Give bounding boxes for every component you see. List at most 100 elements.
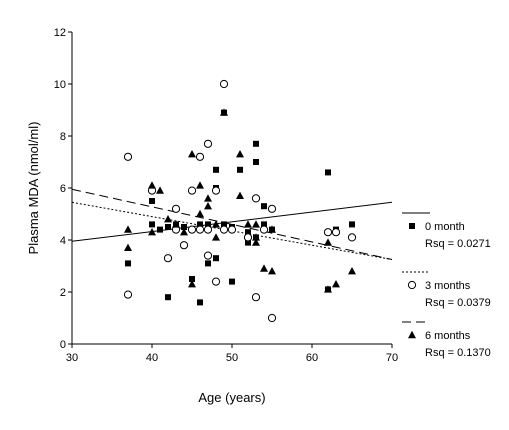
data-point-series-2: [203, 225, 213, 234]
x-tick-label: 70: [386, 352, 398, 364]
data-point-series-2: [267, 204, 277, 213]
data-point-series-1: [261, 203, 267, 210]
data-point-series-1: [229, 278, 235, 285]
data-point-series-2: [187, 186, 197, 195]
data-point-series-3: [164, 215, 172, 223]
legend-rsq-1: Rsq = 0.0271: [425, 238, 491, 250]
data-point-series-2: [123, 290, 133, 299]
fit-lines: [71, 188, 393, 260]
data-point-series-2: [203, 139, 213, 148]
data-point-series-2: [323, 228, 333, 237]
data-point-series-3: [212, 233, 220, 241]
fit-line-3: [71, 188, 393, 260]
data-point-series-1: [189, 276, 195, 282]
data-point-series-3: [188, 280, 196, 288]
data-point-series-3: [124, 243, 132, 251]
data-point-series-3: [332, 280, 340, 288]
data-point-series-3: [252, 233, 260, 241]
axes: [71, 32, 392, 345]
data-point-series-2: [331, 228, 341, 237]
data-point-series-1: [197, 221, 203, 228]
data-point-series-1: [149, 221, 155, 228]
data-point-series-1: [149, 198, 155, 204]
data-point-series-3: [244, 220, 252, 228]
legend-label-3: 6 months: [425, 330, 471, 342]
markers: [123, 79, 357, 323]
data-point-series-3: [324, 285, 332, 293]
data-point-series-3: [236, 191, 244, 199]
data-point-series-2: [243, 233, 253, 242]
data-point-series-3: [180, 228, 188, 236]
data-point-series-1: [165, 294, 171, 301]
data-point-series-1: [213, 166, 219, 173]
data-point-series-2: [211, 186, 221, 195]
data-point-series-2: [171, 204, 181, 213]
y-tick-label: 8: [60, 131, 66, 143]
y-tick-label: 10: [54, 79, 66, 91]
data-point-series-1: [125, 260, 131, 267]
x-tick-label: 30: [66, 352, 78, 364]
data-point-series-2: [187, 225, 197, 234]
legend: 0 month Rsq = 0.0271 3 months Rsq = 0.0379 6…: [402, 212, 491, 359]
data-point-series-1: [181, 224, 187, 230]
data-point-series-3: [172, 220, 180, 228]
data-point-series-1: [157, 226, 163, 233]
data-point-series-3: [156, 186, 164, 194]
data-point-series-3: [268, 225, 276, 233]
data-point-series-2: [123, 152, 133, 161]
data-point-series-2: [195, 152, 205, 161]
data-point-series-2: [259, 225, 269, 234]
data-point-series-1: [245, 229, 251, 236]
data-point-series-3: [148, 228, 156, 236]
data-point-series-3: [252, 238, 260, 246]
data-point-series-2: [251, 194, 261, 203]
legend-marker-3: [408, 330, 416, 339]
data-point-series-2: [227, 225, 237, 234]
data-point-series-1: [205, 260, 211, 267]
data-point-series-3: [204, 194, 212, 202]
data-point-series-1: [221, 221, 227, 228]
data-point-series-2: [179, 241, 189, 250]
x-tick-label: 60: [306, 352, 318, 364]
y-tick-label: 12: [54, 27, 66, 39]
data-point-series-2: [203, 251, 213, 260]
data-point-series-3: [188, 150, 196, 158]
data-point-series-2: [219, 225, 229, 234]
data-point-series-3: [236, 150, 244, 158]
y-tick-label: 6: [60, 183, 66, 195]
data-point-series-2: [211, 277, 221, 286]
ticks: 30 40 50 60 70 0 2 4 6 8 10 12: [54, 27, 398, 364]
data-point-series-1: [253, 159, 259, 165]
data-point-series-1: [205, 221, 211, 228]
data-point-series-1: [325, 169, 331, 176]
data-point-series-2: [195, 225, 205, 234]
fit-line-1: [71, 201, 393, 242]
y-tick-label: 2: [60, 287, 66, 299]
data-point-series-1: [197, 299, 203, 306]
data-point-series-2: [267, 313, 277, 323]
data-point-series-3: [204, 202, 212, 210]
data-point-series-3: [196, 209, 204, 218]
data-point-series-1: [213, 255, 219, 262]
x-tick-label: 40: [146, 352, 158, 364]
data-point-series-1: [165, 224, 171, 230]
y-tick-label: 0: [60, 339, 66, 351]
data-point-series-1: [245, 239, 251, 246]
legend-marker-2: [407, 280, 417, 290]
data-point-series-3: [348, 267, 356, 275]
legend-rsq-3: Rsq = 0.1370: [425, 347, 491, 359]
data-point-series-3: [124, 225, 132, 233]
legend-label-2: 3 months: [425, 280, 471, 292]
legend-label-1: 0 month: [425, 221, 465, 233]
data-point-series-2: [163, 254, 173, 263]
data-point-series-2: [347, 233, 357, 242]
data-point-series-1: [237, 166, 243, 173]
data-point-series-3: [212, 220, 220, 228]
data-point-series-3: [148, 181, 156, 189]
data-point-series-2: [251, 293, 261, 302]
data-point-series-1: [253, 140, 259, 147]
data-point-series-1: [261, 221, 267, 228]
data-point-series-3: [220, 108, 228, 116]
y-tick-label: 4: [60, 235, 66, 247]
